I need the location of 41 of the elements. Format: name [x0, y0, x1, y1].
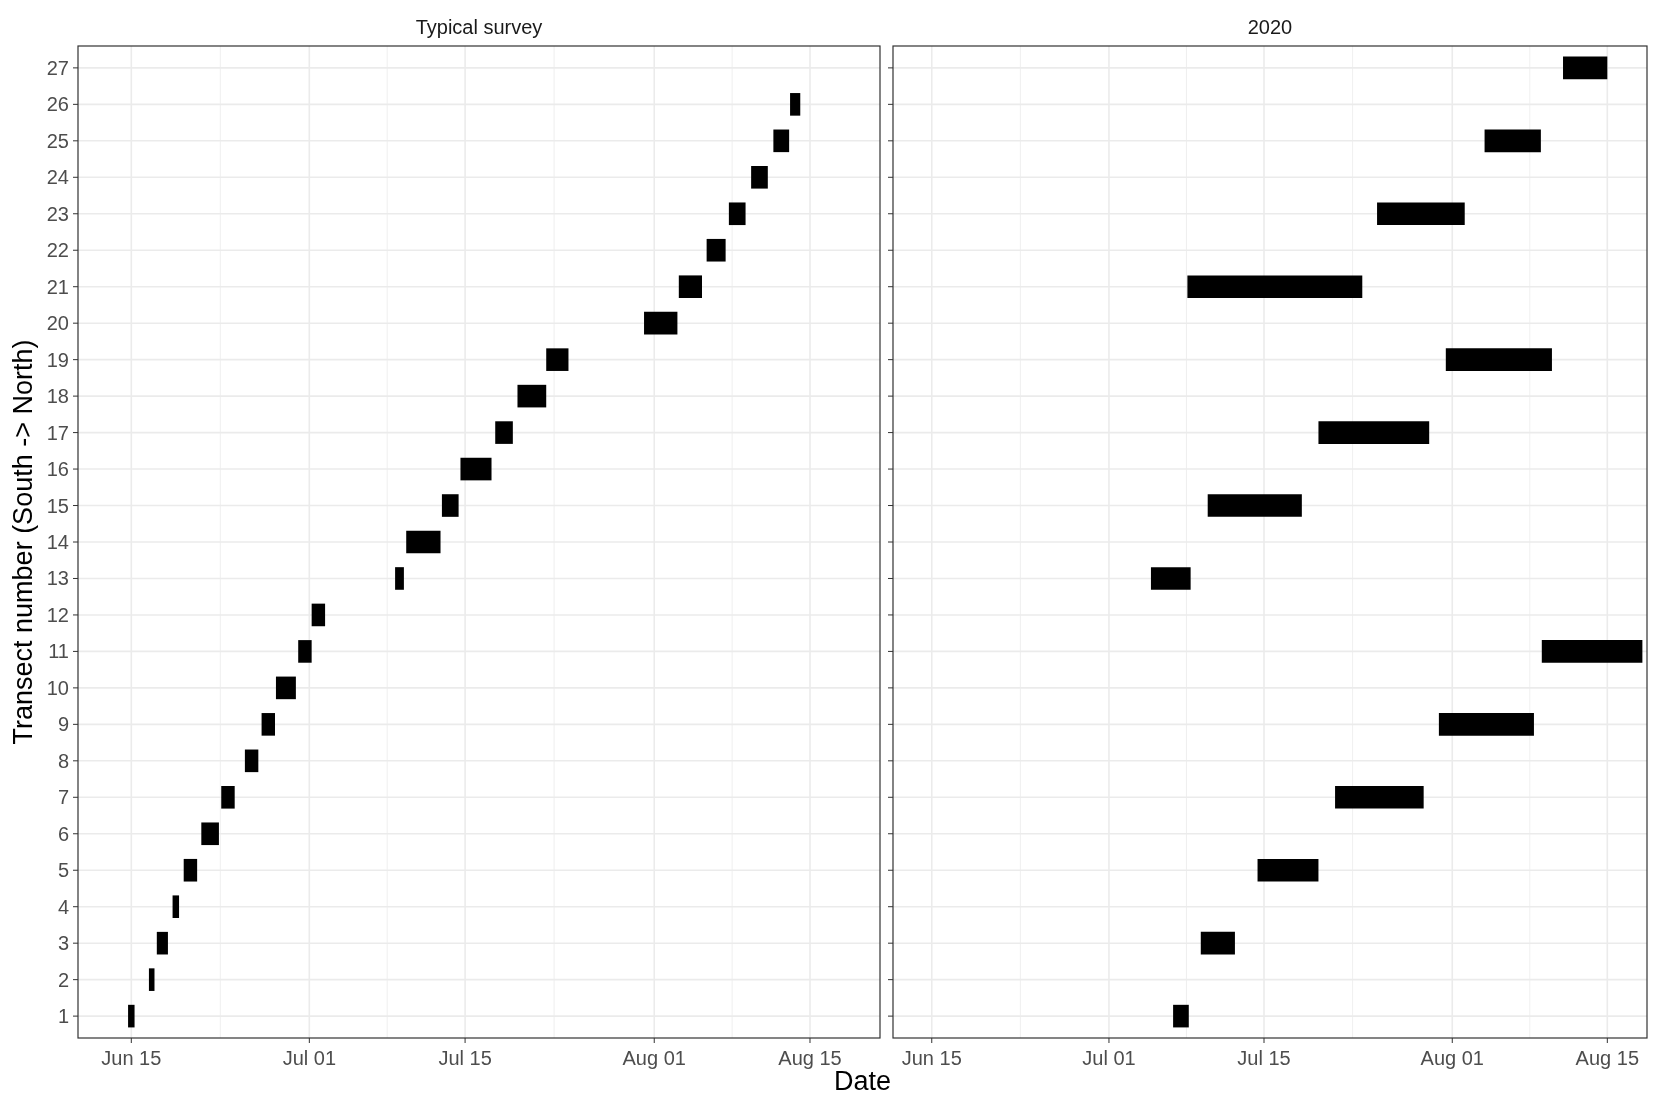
y-tick-label: 25	[46, 129, 69, 152]
x-tick-label: Jul 15	[438, 1047, 492, 1069]
y-tick-label: 18	[46, 385, 69, 408]
y-tick-label: 12	[46, 603, 69, 626]
y-tick-label: 27	[46, 56, 69, 79]
chart-title: Typical survey	[415, 16, 543, 38]
x-tick-label: Aug 01	[1420, 1047, 1484, 1069]
y-tick-label: 11	[48, 640, 69, 663]
y-tick-label: 21	[46, 275, 69, 298]
y-tick-label: 15	[46, 494, 69, 517]
x-tick-label: Aug 01	[622, 1047, 686, 1069]
x-tick-label: Aug 15	[1575, 1047, 1640, 1069]
y-tick-label: 26	[46, 93, 69, 116]
y-tick-label: 13	[46, 567, 69, 590]
x-tick-label: Jun 15	[101, 1047, 162, 1069]
chart-title: 2020	[1247, 16, 1293, 38]
y-tick-label: 24	[46, 166, 69, 189]
y-tick-label: 7	[57, 786, 69, 809]
y-tick-label: 3	[57, 932, 69, 955]
y-tick-label: 6	[57, 822, 69, 845]
y-tick-label: 23	[46, 202, 69, 225]
x-tick-label: Aug 15	[778, 1047, 842, 1069]
y-tick-label: 2	[57, 968, 69, 991]
y-tick-label: 16	[46, 458, 69, 481]
y-tick-label: 8	[57, 749, 69, 772]
y-tick-label: 9	[57, 713, 69, 736]
y-tick-label: 5	[57, 859, 69, 882]
y-tick-label: 4	[57, 895, 69, 918]
y-tick-label: 1	[57, 1005, 69, 1028]
x-tick-label: Jul 01	[282, 1047, 337, 1069]
y-tick-label: 14	[46, 531, 69, 553]
x-tick-label: Jul 01	[1082, 1047, 1136, 1069]
y-tick-label: 19	[46, 348, 69, 371]
y-tick-label: 10	[46, 676, 69, 699]
y-tick-label: 17	[46, 421, 69, 444]
y-tick-label: 22	[46, 239, 69, 262]
y-axis-title: Transect number (South -> North)	[8, 339, 38, 745]
x-tick-label: Jul 15	[1237, 1047, 1291, 1069]
x-axis-title: Date	[833, 1066, 892, 1096]
x-tick-label: Jun 15	[901, 1047, 962, 1069]
y-tick-label: 20	[46, 312, 69, 335]
